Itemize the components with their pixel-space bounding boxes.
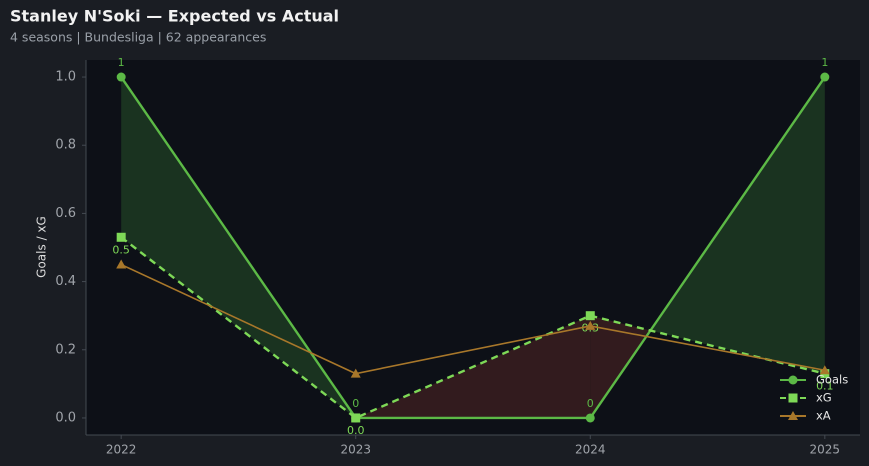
- data-point: [116, 72, 126, 82]
- data-point: [819, 365, 830, 375]
- data-point: [585, 320, 596, 330]
- y-tick-label: 1.0: [55, 70, 76, 85]
- x-tick-label: 2022: [106, 443, 137, 457]
- legend-label: xG: [816, 391, 832, 405]
- legend-marker: [788, 375, 798, 385]
- difference-area: [590, 315, 651, 418]
- data-point: [350, 368, 361, 378]
- y-tick-label: 0.8: [55, 138, 76, 153]
- y-tick-label: 0.4: [55, 274, 76, 289]
- data-label: 0.0: [347, 424, 365, 437]
- data-point: [116, 232, 126, 242]
- y-axis-label: Goals / xG: [35, 216, 49, 278]
- legend-label: Goals: [816, 373, 848, 387]
- subtitle: 4 seasons | Bundesliga | 62 appearances: [10, 30, 266, 45]
- data-label: 0.5: [112, 243, 130, 256]
- difference-area: [650, 77, 825, 374]
- y-tick-label: 0.0: [55, 410, 76, 425]
- data-label: 0: [587, 397, 594, 410]
- legend-label: xA: [816, 409, 831, 423]
- data-label: 1: [821, 56, 828, 69]
- data-point: [585, 413, 595, 423]
- data-point: [820, 72, 830, 82]
- chart-title: Stanley N'Soki — Expected vs Actual: [10, 7, 339, 26]
- series-line: [120, 263, 825, 375]
- y-tick-label: 0.2: [55, 342, 76, 357]
- legend-marker: [788, 411, 798, 420]
- series-line: [120, 76, 826, 420]
- series-line: [120, 236, 826, 420]
- data-label: 0: [352, 397, 359, 410]
- data-point: [585, 311, 595, 321]
- data-label: 0.1: [816, 380, 834, 393]
- x-tick-label: 2023: [340, 443, 371, 457]
- data-point: [116, 259, 127, 269]
- data-point: [351, 413, 361, 423]
- x-tick-label: 2024: [575, 443, 606, 457]
- x-tick-label: 2025: [810, 443, 841, 457]
- data-label: 1: [118, 56, 125, 69]
- y-tick-label: 0.6: [55, 206, 76, 221]
- legend-marker: [788, 393, 798, 403]
